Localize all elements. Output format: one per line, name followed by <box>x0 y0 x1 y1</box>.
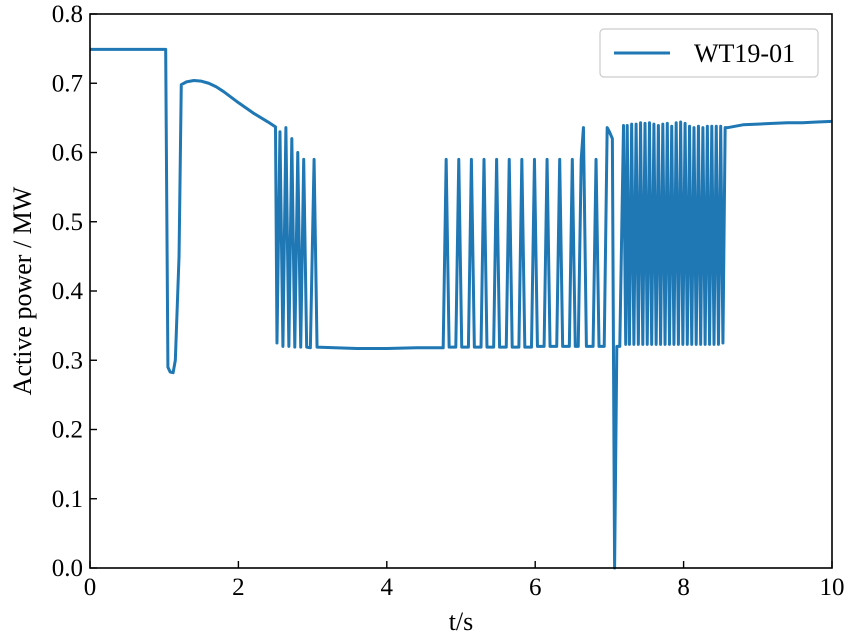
y-tick-label: 0.0 <box>52 555 83 582</box>
legend-box <box>599 28 819 78</box>
plot-layer <box>90 47 833 570</box>
y-tick-label: 0.7 <box>52 70 83 97</box>
y-axis-label: Active power / MW <box>8 186 37 395</box>
legend: WT19-01 <box>599 28 819 78</box>
y-tick-label: 0.8 <box>52 1 83 28</box>
x-axis-label: t/s <box>449 607 474 636</box>
x-tick-label: 8 <box>677 574 690 601</box>
y-tick-label: 0.2 <box>52 417 83 444</box>
legend-label: WT19-01 <box>694 39 795 68</box>
series-line-0 <box>90 47 833 570</box>
y-axis: 0.0 0.1 0.2 0.3 0.4 0.5 0.6 0.7 0.8 <box>52 1 97 582</box>
y-tick-label: 0.4 <box>52 278 84 305</box>
y-tick-label: 0.5 <box>52 209 83 236</box>
y-tick-label: 0.1 <box>52 486 83 513</box>
x-tick-label: 2 <box>232 574 245 601</box>
y-tick-label: 0.6 <box>52 140 83 167</box>
x-tick-label: 6 <box>529 574 542 601</box>
x-tick-label: 10 <box>820 574 845 601</box>
x-tick-label: 4 <box>381 574 394 601</box>
x-axis: 0 2 4 6 8 10 <box>84 561 845 601</box>
x-tick-label: 0 <box>84 574 97 601</box>
y-tick-label: 0.3 <box>52 347 83 374</box>
